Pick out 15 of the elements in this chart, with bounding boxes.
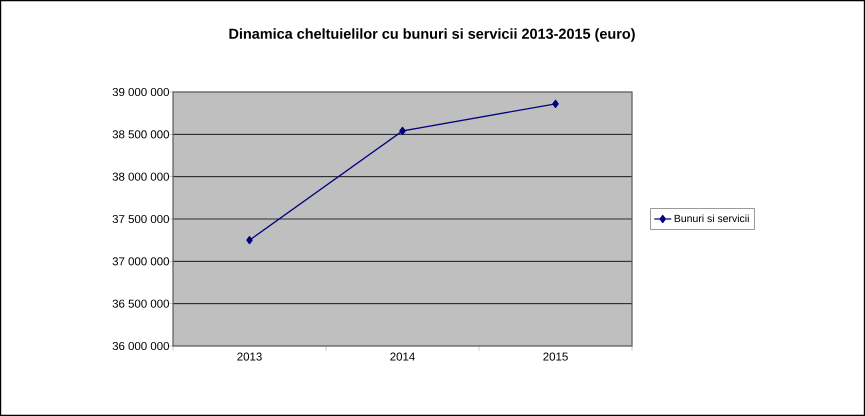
y-tick-label: 36 000 000 bbox=[112, 342, 170, 350]
point bbox=[399, 126, 406, 136]
chart-title: Dinamica cheltuielilor cu bunuri si servicii 2013-2015 (euro) bbox=[229, 28, 635, 42]
y-tick-label: 37 500 000 bbox=[112, 214, 170, 224]
legend-label: Bunuri si servicii bbox=[674, 214, 749, 222]
y-tick-label: 37 000 000 bbox=[112, 257, 170, 266]
x-tick-label: 2014 bbox=[390, 352, 415, 361]
y-tick-label: 38 000 000 bbox=[112, 172, 170, 181]
y-tick-label: 36 500 000 bbox=[112, 300, 170, 308]
point bbox=[552, 100, 559, 108]
x-tick-label: 2015 bbox=[543, 352, 568, 361]
y-tick-label: 38 500 000 bbox=[112, 130, 170, 138]
point bbox=[246, 236, 253, 244]
y-tick-label: 39 000 000 bbox=[112, 88, 170, 96]
x-tick-label: 2013 bbox=[237, 352, 262, 361]
